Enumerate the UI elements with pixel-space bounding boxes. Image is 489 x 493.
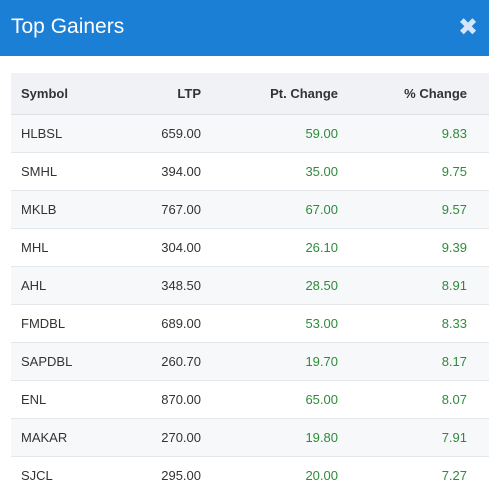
cell-ltp: 659.00 — [161, 125, 201, 141]
cell-ltp: 767.00 — [161, 201, 201, 217]
cell-ltp: 304.00 — [161, 239, 201, 255]
cell-ltp: 689.00 — [161, 315, 201, 331]
cell-pt-change: 20.00 — [305, 467, 338, 483]
column-header-pt-change[interactable]: Pt. Change — [211, 73, 348, 115]
table-header-row: Symbol LTP Pt. Change % Change — [11, 73, 489, 115]
cell-pct-change: 9.57 — [441, 201, 467, 217]
cell-pt-change: 67.00 — [305, 201, 338, 217]
column-header-pct-change[interactable]: % Change — [348, 73, 489, 115]
cell-pct-change: 8.91 — [441, 277, 467, 293]
cell-symbol[interactable]: HLBSL — [21, 125, 63, 141]
modal-header: Top Gainers ✖ — [0, 0, 489, 56]
table-row[interactable]: ENL 870.00 65.00 8.07 — [11, 380, 489, 418]
cell-pt-change: 35.00 — [305, 163, 338, 179]
table-body: HLBSL 659.00 59.00 9.83 SMHL 394.00 35.00 9.75 M… — [11, 114, 489, 493]
table-row[interactable]: MHL 304.00 26.10 9.39 — [11, 228, 489, 266]
cell-ltp: 348.50 — [161, 277, 201, 293]
cell-ltp: 870.00 — [161, 391, 201, 407]
cell-pct-change: 9.83 — [441, 125, 467, 141]
cell-pct-change: 7.91 — [441, 429, 467, 445]
table-row[interactable]: SAPDBL 260.70 19.70 8.17 — [11, 342, 489, 380]
cell-pt-change: 53.00 — [305, 315, 338, 331]
cell-pt-change: 28.50 — [305, 277, 338, 293]
cell-pct-change: 8.33 — [441, 315, 467, 331]
cell-symbol[interactable]: AHL — [21, 277, 47, 293]
table-row[interactable]: MKLB 767.00 67.00 9.57 — [11, 190, 489, 228]
column-header-symbol[interactable]: Symbol — [11, 73, 117, 115]
table-row[interactable]: HLBSL 659.00 59.00 9.83 — [11, 114, 489, 152]
table-row[interactable]: SMHL 394.00 35.00 9.75 — [11, 152, 489, 190]
column-header-ltp[interactable]: LTP — [117, 73, 211, 115]
cell-ltp: 394.00 — [161, 163, 201, 179]
table-row[interactable]: AHL 348.50 28.50 8.91 — [11, 266, 489, 304]
cell-pt-change: 19.70 — [305, 353, 338, 369]
cell-symbol[interactable]: MAKAR — [21, 429, 68, 445]
cell-ltp: 260.70 — [161, 353, 201, 369]
cell-symbol[interactable]: MKLB — [21, 201, 57, 217]
cell-pct-change: 8.17 — [441, 353, 467, 369]
cell-ltp: 270.00 — [161, 429, 201, 445]
gainers-table: Symbol LTP Pt. Change % Change HLBSL 659.… — [11, 73, 489, 493]
cell-symbol[interactable]: SMHL — [21, 163, 58, 179]
cell-symbol[interactable]: FMDBL — [21, 315, 66, 331]
cell-pt-change: 59.00 — [305, 125, 338, 141]
cell-pt-change: 19.80 — [305, 429, 338, 445]
table-row[interactable]: FMDBL 689.00 53.00 8.33 — [11, 304, 489, 342]
table-row[interactable]: SJCL 295.00 20.00 7.27 — [11, 456, 489, 493]
cell-pct-change: 9.39 — [441, 239, 467, 255]
cell-symbol[interactable]: MHL — [21, 239, 49, 255]
cell-pt-change: 26.10 — [305, 239, 338, 255]
cell-symbol[interactable]: SJCL — [21, 467, 53, 483]
cell-pt-change: 65.00 — [305, 391, 338, 407]
cell-symbol[interactable]: ENL — [21, 391, 47, 407]
gainers-table-container: Symbol LTP Pt. Change % Change HLBSL 659.… — [11, 73, 489, 493]
cell-pct-change: 7.27 — [441, 467, 467, 483]
table-row[interactable]: MAKAR 270.00 19.80 7.91 — [11, 418, 489, 456]
cell-symbol[interactable]: SAPDBL — [21, 353, 73, 369]
cell-pct-change: 9.75 — [441, 163, 467, 179]
table-header: Symbol LTP Pt. Change % Change — [11, 73, 489, 115]
modal-title: Top Gainers — [11, 15, 125, 38]
close-icon[interactable]: ✖ — [457, 14, 479, 41]
cell-pct-change: 8.07 — [441, 391, 467, 407]
cell-ltp: 295.00 — [161, 467, 201, 483]
